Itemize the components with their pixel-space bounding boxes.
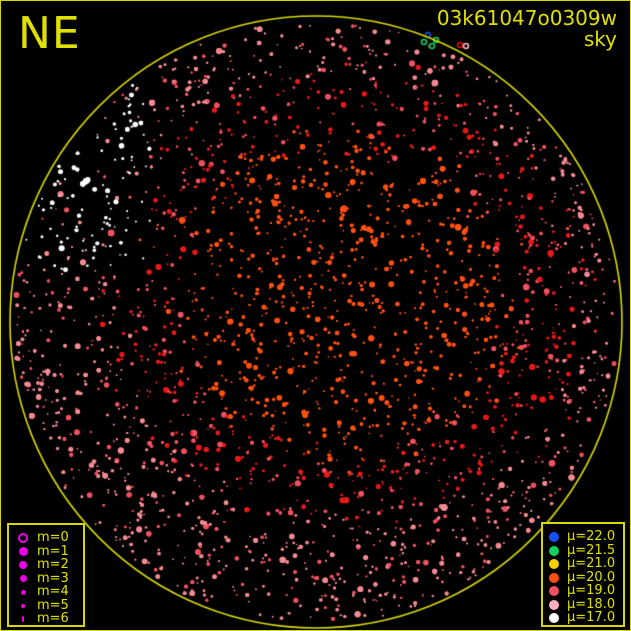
- magnitude-legend-item: m=2: [9, 558, 83, 572]
- magnitude-label: m=6: [37, 611, 69, 626]
- brightness-color-icon: [549, 532, 559, 542]
- brightness-label: μ=22.0: [567, 529, 616, 544]
- magnitude-symbol-icon: [19, 561, 27, 569]
- magnitude-symbol-icon: [18, 533, 28, 543]
- frame-title: 03k61047o0309w sky: [437, 8, 617, 50]
- brightness-legend-item: μ=17.0: [543, 611, 623, 625]
- magnitude-label: m=3: [37, 570, 69, 586]
- magnitude-symbol-icon: [19, 575, 27, 582]
- brightness-color-icon: [549, 613, 559, 623]
- brightness-label: μ=21.5: [567, 542, 616, 558]
- brightness-label: μ=21.0: [567, 556, 616, 571]
- magnitude-symbol-icon: [20, 589, 26, 595]
- magnitude-legend-item: m=5: [9, 597, 83, 613]
- brightness-label: μ=18.0: [567, 596, 616, 612]
- brightness-legend-item: μ=20.0: [543, 569, 623, 585]
- brightness-color-icon: [549, 559, 559, 569]
- brightness-color-icon: [549, 572, 559, 583]
- magnitude-legend-item: m=1: [9, 543, 83, 559]
- brightness-label: μ=20.0: [567, 569, 616, 585]
- brightness-color-icon: [549, 599, 559, 610]
- magnitude-label: m=2: [37, 557, 69, 572]
- brightness-color-icon: [549, 545, 559, 556]
- brightness-legend-item: μ=18.0: [543, 596, 623, 612]
- magnitude-legend: m=0 m=1 m=2 m=3 m=4 m=5 m=6: [7, 523, 85, 627]
- magnitude-symbol-icon: [21, 603, 25, 608]
- direction-label: NE: [18, 8, 81, 59]
- magnitude-label: m=4: [37, 584, 69, 599]
- magnitude-symbol-icon: [18, 547, 28, 556]
- magnitude-symbol-icon: [22, 616, 24, 622]
- image-type: sky: [583, 27, 617, 51]
- frame-id: 03k61047o0309w: [436, 6, 617, 30]
- brightness-legend: μ=22.0 μ=21.5 μ=21.0 μ=20.0 μ=19.0 μ=18.0 μ=17…: [541, 522, 625, 627]
- brightness-legend-item: μ=21.0: [543, 557, 623, 571]
- brightness-legend-item: μ=21.5: [543, 542, 623, 558]
- magnitude-label: m=0: [37, 530, 69, 545]
- brightness-color-icon: [549, 586, 559, 596]
- brightness-label: μ=17.0: [567, 610, 616, 625]
- magnitude-legend-item: m=6: [9, 612, 83, 626]
- magnitude-legend-item: m=3: [9, 570, 83, 586]
- brightness-label: μ=19.0: [567, 583, 616, 598]
- brightness-legend-item: μ=19.0: [543, 584, 623, 598]
- magnitude-legend-item: m=4: [9, 585, 83, 599]
- brightness-legend-item: μ=22.0: [543, 530, 623, 544]
- magnitude-label: m=5: [37, 597, 69, 613]
- magnitude-legend-item: m=0: [9, 531, 83, 545]
- magnitude-label: m=1: [37, 543, 69, 559]
